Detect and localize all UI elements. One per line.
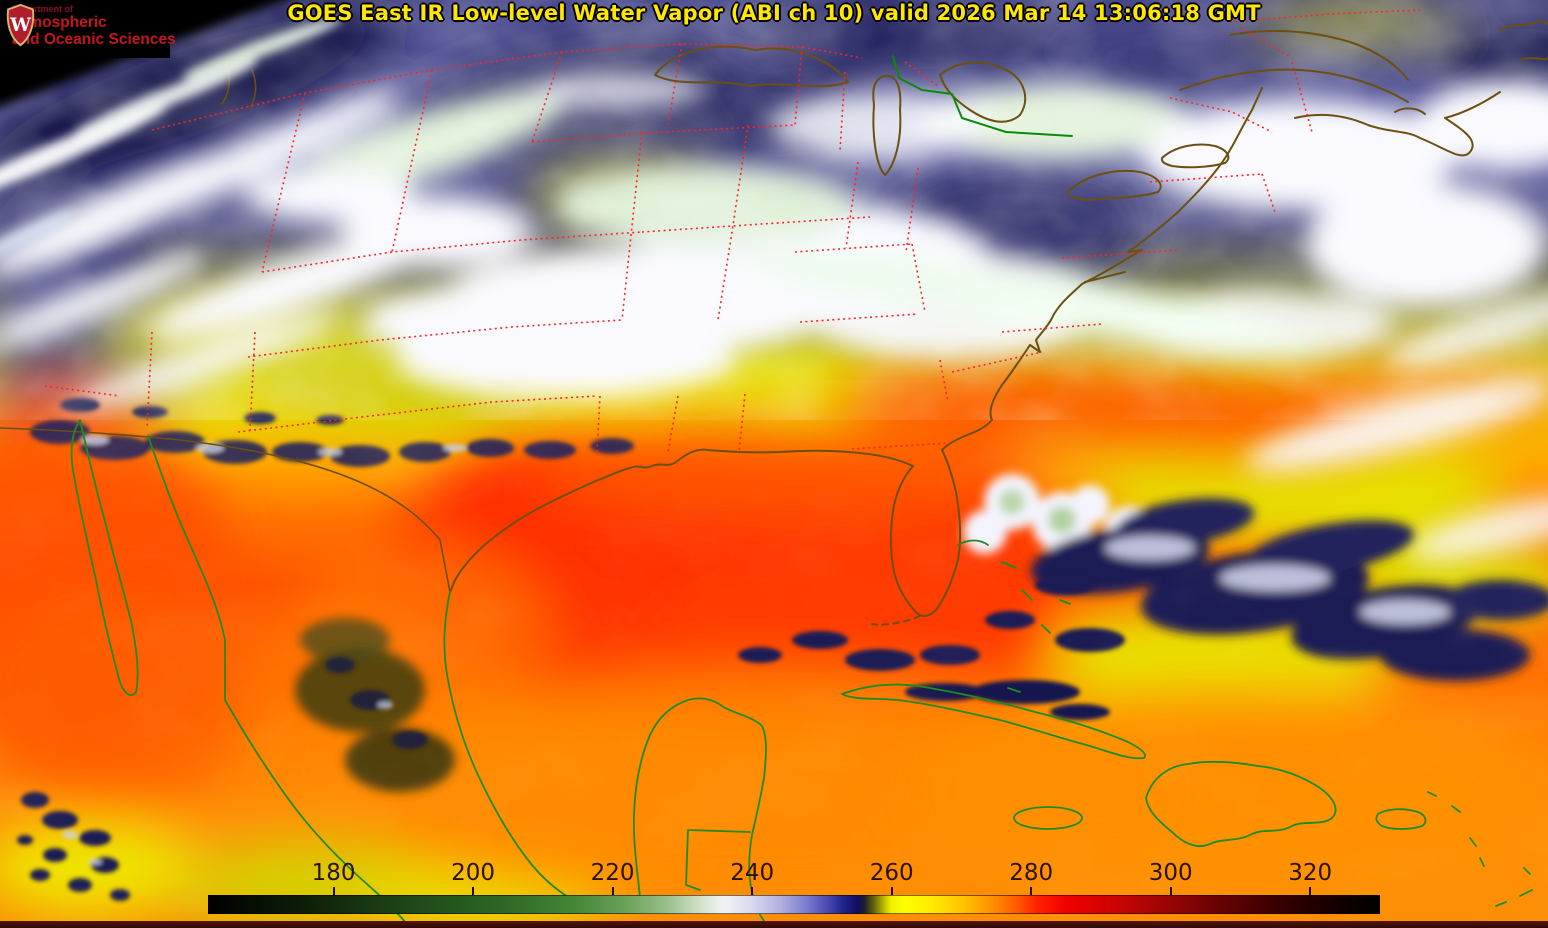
colorbar-tick-mark [890,887,893,895]
colorbar-tick-label: 240 [730,860,775,886]
logo-line1: Atmospheric [12,14,107,32]
colorbar-gradient [208,895,1380,914]
colorbar: 180 200 220 240 260 280 300 320 [208,860,1380,915]
colorbar-tick-mark [472,887,475,895]
logo-line2: and Oceanic Sciences [12,30,176,48]
uw-aos-logo: W Department of Atmospheric and Oceanic … [5,3,176,48]
logo-department-line: Department of [12,4,74,14]
bottom-edge-strip [0,921,1548,928]
colorbar-tick-mark [751,887,754,895]
logo-text: Department of Atmospheric and Oceanic Sc… [12,3,176,48]
colorbar-tick-label: 200 [451,860,496,886]
colorbar-tick-label: 280 [1009,860,1054,886]
colorbar-tick-mark [1030,887,1033,895]
svg-text:W: W [9,15,32,36]
uw-crest-icon: W [6,3,35,47]
colorbar-tick-mark [611,887,614,895]
colorbar-tick-label: 180 [311,860,356,886]
colorbar-tick-mark [332,887,335,895]
colorbar-tick-label: 320 [1288,860,1333,886]
limb-cloud-arc [0,17,342,265]
us-canada-coastlines [0,19,1548,626]
colorbar-tick-label: 300 [1148,860,1193,886]
image-title: GOES East IR Low-level Water Vapor (ABI … [287,1,1261,25]
surface-texture [0,380,1548,928]
colorbar-tick-mark [1169,887,1172,895]
state-borders [44,9,1421,453]
colorbar-tick-label: 260 [869,860,914,886]
colorbar-tick-mark [1309,887,1312,895]
colorbar-tick-label: 220 [590,860,635,886]
